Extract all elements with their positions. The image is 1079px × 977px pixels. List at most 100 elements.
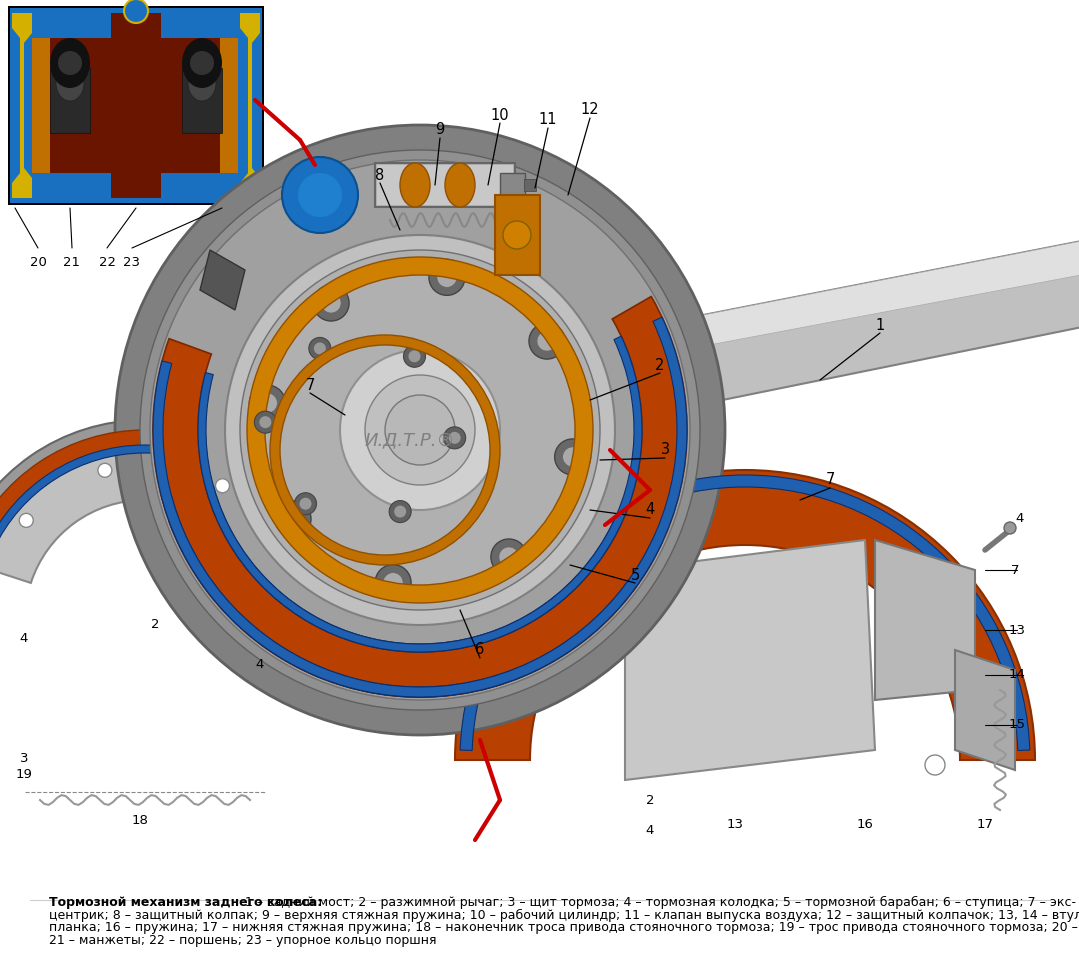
Ellipse shape [150, 160, 689, 700]
Text: 12: 12 [581, 103, 599, 117]
Circle shape [365, 375, 475, 485]
Text: 1 – задний мост; 2 – разжимной рычаг; 3 – щит тормоза; 4 – тормозная колодка; 5 : 1 – задний мост; 2 – разжимной рычаг; 3 … [241, 896, 1076, 909]
Text: 4: 4 [1015, 512, 1024, 525]
Circle shape [275, 501, 311, 537]
Circle shape [313, 285, 350, 321]
Circle shape [298, 173, 342, 217]
Circle shape [383, 573, 404, 593]
Wedge shape [243, 356, 597, 607]
Text: 19: 19 [15, 769, 32, 782]
Wedge shape [270, 335, 500, 565]
Text: 22: 22 [98, 256, 115, 269]
Circle shape [925, 755, 945, 775]
Ellipse shape [240, 250, 600, 610]
Text: 3: 3 [660, 443, 670, 457]
Circle shape [300, 497, 312, 510]
Text: 5: 5 [630, 568, 640, 582]
Ellipse shape [182, 38, 222, 88]
Circle shape [404, 345, 425, 367]
Text: 4: 4 [645, 502, 655, 518]
Polygon shape [200, 250, 245, 310]
Wedge shape [206, 486, 622, 652]
Circle shape [283, 509, 303, 529]
Wedge shape [169, 506, 652, 697]
Wedge shape [0, 445, 303, 549]
Circle shape [282, 157, 358, 233]
Bar [375, 163, 515, 207]
Bar [40, 38, 232, 173]
Circle shape [562, 446, 583, 467]
Circle shape [537, 331, 557, 351]
Ellipse shape [226, 235, 615, 625]
Wedge shape [0, 430, 322, 557]
Wedge shape [199, 336, 642, 652]
Ellipse shape [115, 125, 725, 735]
Circle shape [340, 350, 500, 510]
Circle shape [437, 268, 456, 287]
Circle shape [491, 539, 527, 575]
Circle shape [255, 411, 276, 433]
Bar [32, 38, 50, 173]
Circle shape [555, 439, 590, 475]
Polygon shape [875, 540, 975, 700]
Text: 20: 20 [29, 256, 46, 269]
Polygon shape [625, 540, 875, 780]
Text: И.Д.Т.Р.®: И.Д.Т.Р.® [365, 431, 455, 449]
Text: 13: 13 [1009, 623, 1025, 636]
Circle shape [498, 547, 519, 567]
Circle shape [216, 479, 230, 492]
Bar [500, 173, 525, 197]
Polygon shape [12, 13, 32, 198]
Circle shape [124, 0, 148, 23]
Ellipse shape [503, 221, 531, 249]
Circle shape [98, 463, 112, 478]
Text: 7: 7 [825, 473, 835, 488]
Wedge shape [249, 474, 581, 607]
Bar [8, 6, 264, 205]
Bar [182, 68, 222, 133]
Polygon shape [240, 13, 260, 198]
Wedge shape [0, 420, 333, 562]
Ellipse shape [445, 163, 475, 207]
Circle shape [390, 500, 411, 523]
Ellipse shape [188, 65, 216, 101]
Circle shape [58, 51, 82, 75]
Text: 9: 9 [435, 122, 445, 138]
Bar [524, 179, 536, 191]
Ellipse shape [56, 65, 84, 101]
Wedge shape [455, 470, 1035, 760]
Text: 7: 7 [1011, 564, 1020, 576]
Wedge shape [153, 296, 687, 697]
Text: 13: 13 [726, 819, 743, 831]
Circle shape [429, 259, 465, 295]
Polygon shape [550, 210, 1079, 375]
Wedge shape [460, 475, 1029, 750]
Circle shape [295, 492, 316, 515]
Text: 15: 15 [1009, 718, 1025, 732]
Circle shape [259, 416, 271, 428]
Wedge shape [247, 257, 593, 603]
Bar [377, 165, 513, 205]
Ellipse shape [140, 150, 700, 710]
Circle shape [1003, 522, 1016, 534]
Bar [220, 38, 238, 173]
Circle shape [19, 513, 33, 528]
Wedge shape [0, 450, 306, 583]
Circle shape [385, 395, 455, 465]
Text: 4: 4 [256, 658, 264, 671]
Text: 18: 18 [132, 814, 149, 827]
Circle shape [322, 293, 341, 313]
Circle shape [375, 565, 411, 601]
Text: 21: 21 [64, 256, 81, 269]
Circle shape [314, 342, 326, 355]
Text: 23: 23 [123, 256, 140, 269]
Text: центрик; 8 – защитный колпак; 9 – верхняя стяжная пружина; 10 – рабочий цилиндр;: центрик; 8 – защитный колпак; 9 – верхня… [49, 909, 1079, 921]
Text: 3: 3 [19, 751, 28, 764]
Ellipse shape [400, 163, 431, 207]
Text: 17: 17 [976, 819, 994, 831]
Bar [50, 68, 90, 133]
Text: 4: 4 [646, 824, 654, 836]
Circle shape [443, 427, 466, 448]
Ellipse shape [50, 38, 90, 88]
Text: планка; 16 – пружина; 17 – нижняя стяжная пружина; 18 – наконечник троса привода: планка; 16 – пружина; 17 – нижняя стяжна… [49, 921, 1079, 934]
